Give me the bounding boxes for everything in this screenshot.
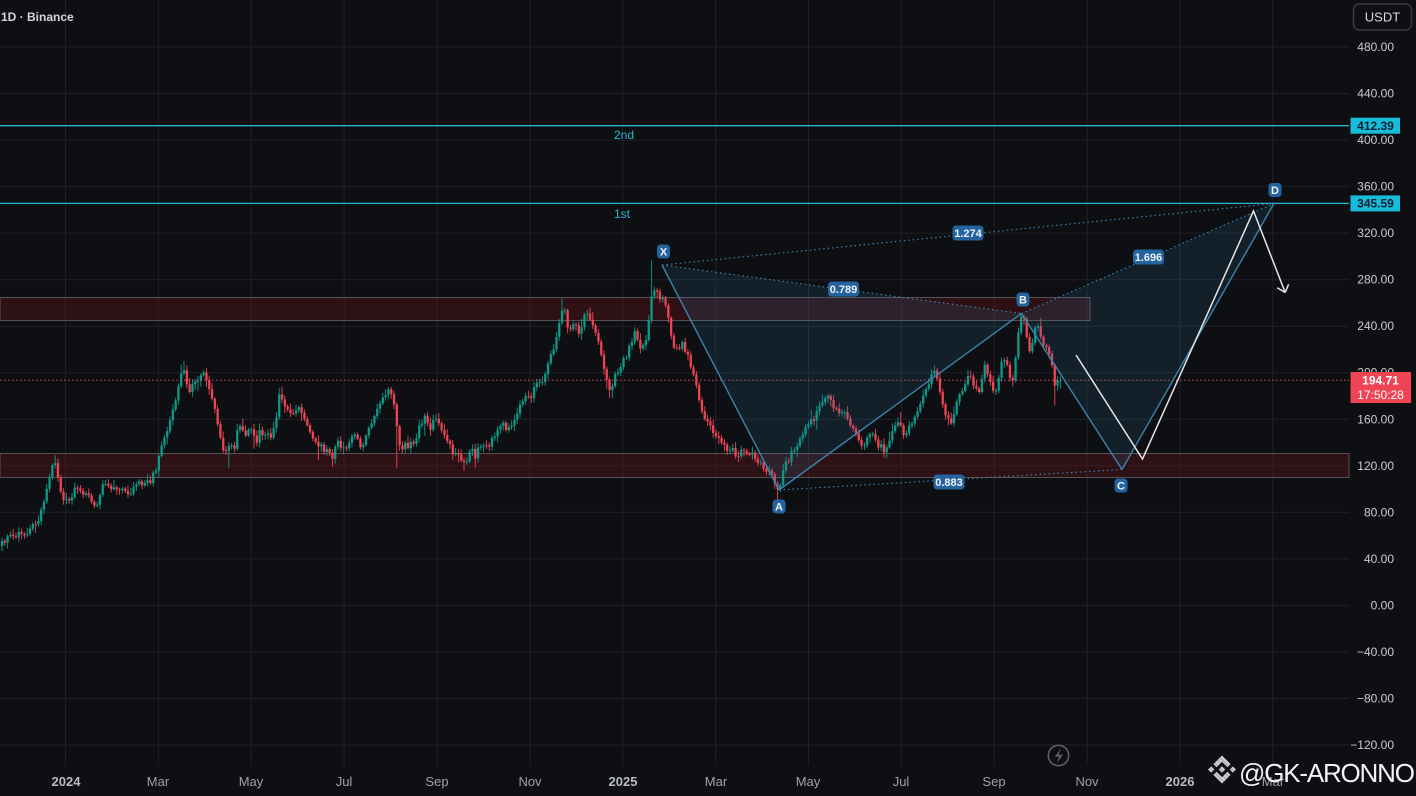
svg-text:40.00: 40.00 [1364,552,1394,566]
svg-text:240.00: 240.00 [1357,319,1394,333]
svg-text:−120.00: −120.00 [1350,738,1394,752]
svg-text:2025: 2025 [609,774,638,789]
svg-text:1.696: 1.696 [1135,252,1163,264]
svg-text:X: X [660,247,668,259]
svg-text:80.00: 80.00 [1364,505,1394,519]
svg-text:D: D [1271,185,1279,197]
svg-text:Mar: Mar [705,774,728,789]
svg-text:Sep: Sep [425,774,448,789]
svg-text:1.274: 1.274 [954,228,982,240]
svg-text:0.00: 0.00 [1371,598,1395,612]
svg-text:Mar: Mar [147,774,170,789]
svg-text:440.00: 440.00 [1357,87,1394,101]
svg-text:160.00: 160.00 [1357,412,1394,426]
svg-text:320.00: 320.00 [1357,226,1394,240]
svg-text:2024: 2024 [52,774,82,789]
svg-text:B: B [1019,295,1027,307]
svg-text:360.00: 360.00 [1357,180,1394,194]
svg-text:400.00: 400.00 [1357,133,1394,147]
svg-text:1D · Binance: 1D · Binance [1,10,74,24]
svg-text:−40.00: −40.00 [1357,645,1394,659]
svg-text:0.883: 0.883 [935,477,963,489]
svg-text:480.00: 480.00 [1357,40,1394,54]
svg-text:Jul: Jul [893,774,910,789]
svg-text:Sep: Sep [982,774,1005,789]
svg-text:Nov: Nov [518,774,542,789]
svg-text:2nd: 2nd [614,128,634,142]
svg-text:412.39: 412.39 [1357,119,1394,133]
svg-text:@GK-ARONNO: @GK-ARONNO [1239,758,1414,788]
svg-text:−80.00: −80.00 [1357,692,1394,706]
svg-text:Jul: Jul [336,774,353,789]
svg-text:1st: 1st [614,207,631,221]
svg-text:A: A [775,502,783,514]
svg-text:194.71: 194.71 [1362,374,1399,388]
svg-text:Nov: Nov [1075,774,1099,789]
svg-text:USDT: USDT [1365,10,1400,25]
svg-text:0.789: 0.789 [830,284,858,296]
svg-text:2026: 2026 [1166,774,1195,789]
svg-text:May: May [239,774,264,789]
svg-text:120.00: 120.00 [1357,459,1394,473]
svg-text:Mar: Mar [1262,774,1285,789]
svg-text:17:50:28: 17:50:28 [1357,388,1404,402]
svg-text:C: C [1117,481,1125,493]
svg-text:280.00: 280.00 [1357,273,1394,287]
svg-text:345.59: 345.59 [1357,197,1394,211]
svg-text:May: May [796,774,821,789]
